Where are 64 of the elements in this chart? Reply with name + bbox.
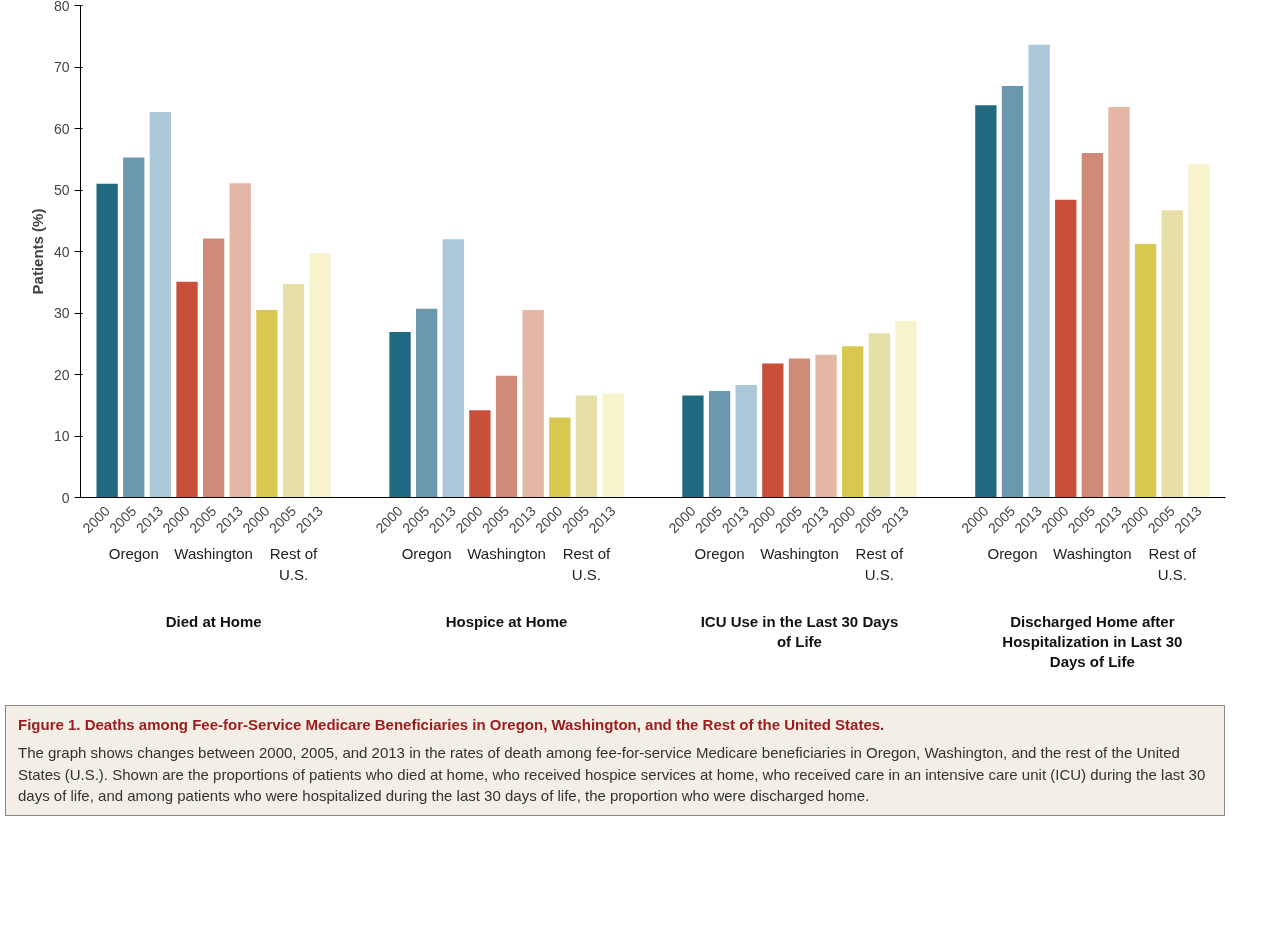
bar xyxy=(682,395,704,498)
bar xyxy=(123,157,145,498)
bar xyxy=(202,238,225,498)
bar xyxy=(149,111,172,498)
text: Oregon xyxy=(108,545,159,563)
bar xyxy=(1161,210,1183,498)
y-tick-label: 10 xyxy=(53,428,70,444)
bar xyxy=(1188,164,1210,498)
text: Rest of U.S. xyxy=(855,545,904,583)
y-tick-label: 60 xyxy=(53,120,70,137)
text: The graph shows changes between 2000, 2005, and 2013 in the rates of death among fee-for-service Medicare beneficiaries in Oregon, Washington, and the rest of the United States (U.S.). Shown are the proportions of patients who died at home, who received hospice services at home, who received care in an intensive care unit (ICU) during the last 30 days of life, and among patients who were hospitalized during the last 30 days of life, the proportion who were discharged home. xyxy=(18,742,1207,807)
bar xyxy=(256,309,278,498)
bar xyxy=(708,391,731,498)
bar xyxy=(1028,44,1050,498)
bar xyxy=(842,346,864,498)
bar xyxy=(895,320,917,498)
bar xyxy=(389,332,411,498)
bar xyxy=(735,384,757,498)
bar xyxy=(176,281,198,498)
bar xyxy=(282,284,305,498)
text: Oregon xyxy=(401,545,452,563)
text: Washington xyxy=(760,545,839,563)
bar xyxy=(815,354,837,498)
bar xyxy=(1081,153,1104,498)
text: Rest of U.S. xyxy=(269,545,319,583)
bar xyxy=(1055,199,1077,498)
text: ICU Use in the Last 30 Days of Life xyxy=(700,612,899,650)
text: Figure 1. Deaths among Fee-for-Service Medicare Beneficiaries in Oregon, Washington, and the Rest of the United States. xyxy=(18,715,886,735)
text: Rest of U.S. xyxy=(562,545,612,583)
y-tick-label: 50 xyxy=(53,182,70,198)
bar xyxy=(469,410,491,498)
bar xyxy=(229,183,251,498)
bar xyxy=(868,333,890,498)
text: Washington xyxy=(467,545,546,563)
text: Died at Home xyxy=(165,612,262,630)
text: Hospice at Home xyxy=(445,612,568,630)
bar xyxy=(1134,244,1157,498)
text: Washington xyxy=(1053,545,1132,563)
bar xyxy=(522,309,544,498)
y-tick-label: 80 xyxy=(53,0,70,14)
y-tick-label: 40 xyxy=(53,243,70,260)
bar xyxy=(762,363,784,498)
bar xyxy=(96,183,118,498)
bar xyxy=(1001,86,1024,498)
y-tick-label: 20 xyxy=(53,366,70,383)
bar xyxy=(1108,106,1130,498)
bar xyxy=(495,375,518,498)
y-tick-label: 70 xyxy=(53,59,70,75)
bar xyxy=(309,253,331,498)
y-tick-label: 30 xyxy=(53,305,70,321)
bar xyxy=(442,239,464,498)
text: Oregon xyxy=(694,545,745,563)
text: Oregon xyxy=(987,545,1038,563)
text: Discharged Home after Hospitalization in Last 30 Days of Life xyxy=(1002,612,1183,671)
y-tick-label: 0 xyxy=(61,489,70,506)
bar xyxy=(416,308,438,498)
y-axis-title: Patients (%) xyxy=(28,208,46,295)
bar xyxy=(575,395,598,498)
text: Washington xyxy=(174,545,253,563)
bar xyxy=(549,417,571,498)
bar xyxy=(975,105,997,498)
bar xyxy=(602,393,624,498)
bar xyxy=(788,358,811,498)
text: Rest of U.S. xyxy=(1148,545,1197,583)
